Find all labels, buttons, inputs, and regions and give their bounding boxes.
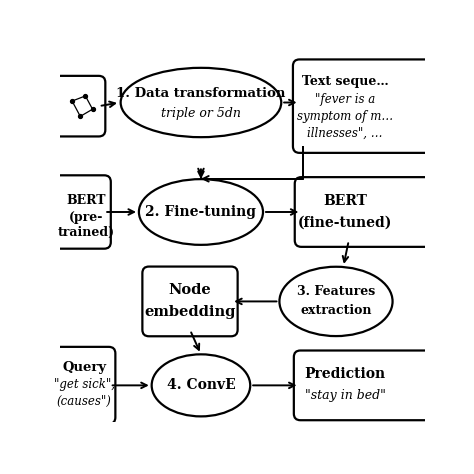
Ellipse shape — [152, 355, 250, 416]
Text: extraction: extraction — [300, 304, 372, 317]
Text: "stay in bed": "stay in bed" — [305, 389, 385, 402]
FancyBboxPatch shape — [54, 175, 111, 249]
FancyBboxPatch shape — [295, 177, 432, 247]
Text: 4. ConvE: 4. ConvE — [166, 378, 235, 392]
Text: 2. Fine-tuning: 2. Fine-tuning — [146, 205, 256, 219]
Text: Text seque…: Text seque… — [302, 75, 389, 88]
Text: triple or 5dn: triple or 5dn — [161, 107, 241, 120]
Ellipse shape — [279, 267, 392, 336]
FancyBboxPatch shape — [294, 350, 432, 420]
Text: Node: Node — [169, 283, 211, 298]
Text: 3. Features: 3. Features — [297, 285, 375, 298]
FancyBboxPatch shape — [142, 266, 237, 336]
FancyBboxPatch shape — [54, 76, 105, 137]
FancyBboxPatch shape — [293, 59, 432, 153]
Text: BERT: BERT — [323, 194, 367, 208]
Ellipse shape — [121, 68, 281, 137]
Text: (causes"): (causes") — [57, 395, 111, 408]
Text: (pre-: (pre- — [69, 211, 103, 224]
Text: BERT: BERT — [66, 194, 106, 207]
Text: trained): trained) — [57, 226, 115, 238]
Text: Prediction: Prediction — [305, 367, 386, 382]
Text: 1. ​Data transformation: 1. ​Data transformation — [116, 87, 286, 100]
Text: (fine-tuned): (fine-tuned) — [298, 215, 392, 229]
Text: embedding: embedding — [144, 305, 236, 319]
Ellipse shape — [139, 179, 263, 245]
Text: symptom of m…: symptom of m… — [297, 110, 393, 123]
Text: "get sick",: "get sick", — [54, 378, 115, 391]
Text: illnesses", …: illnesses", … — [307, 127, 383, 140]
FancyBboxPatch shape — [54, 347, 115, 424]
Text: "fever is a: "fever is a — [315, 93, 375, 106]
Text: Query: Query — [62, 361, 106, 374]
